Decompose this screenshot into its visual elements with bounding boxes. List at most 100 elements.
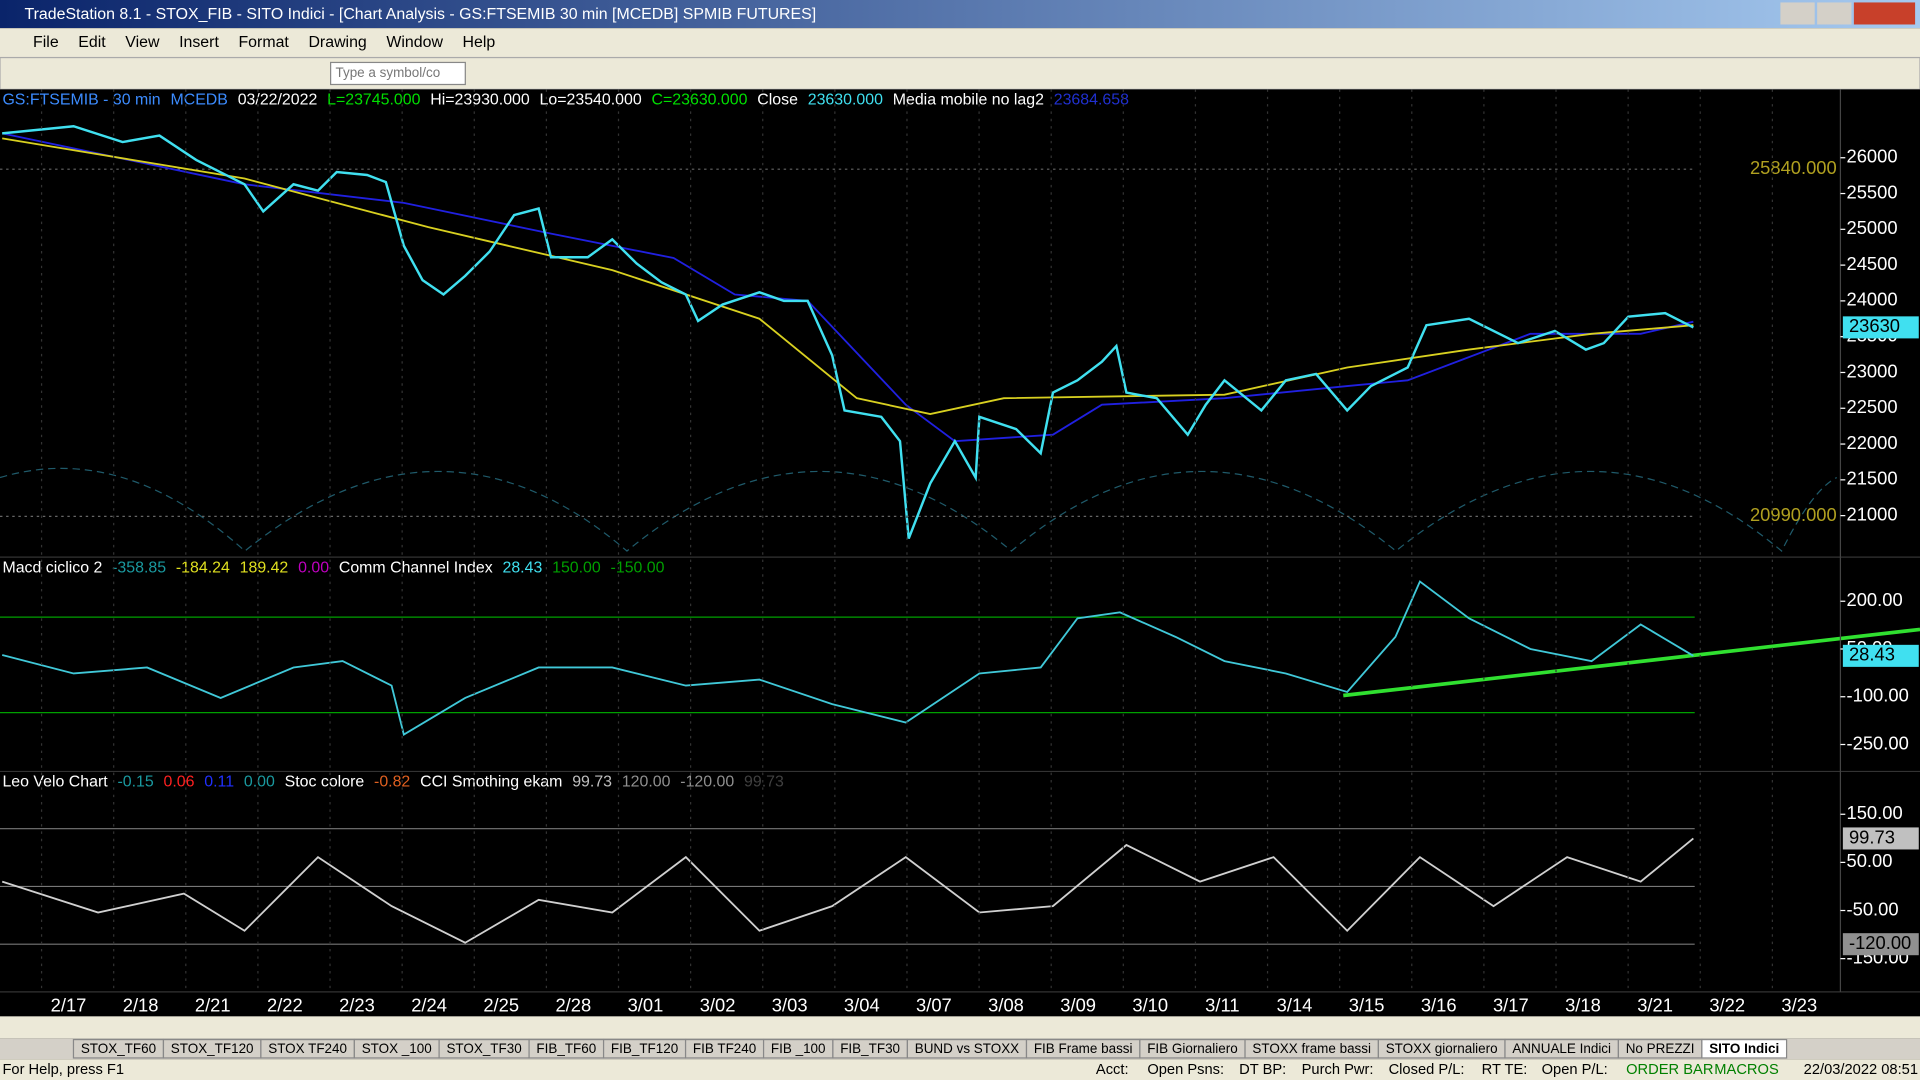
pane-header-text: Lo=23540.000 <box>540 92 642 109</box>
y-tick-label: 23000 <box>1847 360 1898 381</box>
pane-header-text: Hi=23930.000 <box>430 92 530 109</box>
x-tick-label: 2/23 <box>339 994 375 1015</box>
x-tick-label: 3/08 <box>988 994 1024 1015</box>
x-tick-label: 3/22 <box>1709 994 1745 1015</box>
y-tick-label: -250.00 <box>1847 732 1909 753</box>
status-text: For Help, press F1 <box>2 1062 124 1078</box>
pane-header-text: -120.00 <box>680 774 734 791</box>
series-line <box>1 837 1694 944</box>
y-tick-label: 25500 <box>1847 181 1898 202</box>
sheet-tab-label: FIB_TF60 <box>536 1041 596 1056</box>
status-text: Open Psns: <box>1147 1062 1224 1078</box>
pane-header-text: Comm Channel Index <box>339 559 493 576</box>
sheet-tab-label: FIB_TF30 <box>840 1041 900 1056</box>
menu-item[interactable]: Insert <box>179 34 219 51</box>
level-label: 25840.000 <box>1750 157 1837 178</box>
status-bar <box>0 1059 1920 1080</box>
y-tick-label: 25000 <box>1847 217 1898 238</box>
menu-item[interactable]: Edit <box>78 34 106 51</box>
pane-header-text: 28.43 <box>502 559 542 576</box>
menu-item[interactable]: View <box>125 34 160 51</box>
sheet-tab-label: STOXX giornaliero <box>1386 1041 1498 1056</box>
pane-header-text: 0.06 <box>164 774 195 791</box>
y-tick-label: 150.00 <box>1847 802 1903 823</box>
status-text: MACROS <box>1714 1062 1779 1078</box>
trend-line <box>1343 627 1920 698</box>
y-tick-label: 26000 <box>1847 146 1898 167</box>
maximize-button[interactable] <box>1817 2 1852 25</box>
y-tick-label: -50.00 <box>1847 898 1899 919</box>
pane-header-text: -0.82 <box>374 774 410 791</box>
x-tick-label: 2/17 <box>51 994 87 1015</box>
x-tick-label: 3/10 <box>1132 994 1168 1015</box>
status-text: Closed P/L: <box>1389 1062 1465 1078</box>
pane-header-text: Leo Velo Chart <box>2 774 108 791</box>
close-button[interactable] <box>1853 2 1916 25</box>
menu-item[interactable]: Help <box>463 34 496 51</box>
sheet-tab-label: STOX_TF30 <box>446 1041 521 1056</box>
x-tick-label: 2/25 <box>483 994 519 1015</box>
pane-header-text: GS:FTSEMIB - 30 min <box>2 92 160 109</box>
y-tick-label: 24000 <box>1847 289 1898 310</box>
minimize-button[interactable] <box>1780 2 1815 25</box>
pane-header-text: -0.15 <box>117 774 153 791</box>
menu-item[interactable]: Window <box>386 34 443 51</box>
pane-header-text: Close <box>757 92 798 109</box>
sheet-tab-label: STOXX frame bassi <box>1252 1041 1371 1056</box>
y-tick-label: 50.00 <box>1847 850 1893 871</box>
sheet-tab[interactable] <box>1701 1038 1788 1059</box>
last-value-label: -120.00 <box>1849 932 1911 953</box>
x-tick-label: 3/02 <box>700 994 736 1015</box>
pane-header-text: L=23745.000 <box>327 92 420 109</box>
pane-header-text: -184.24 <box>176 559 230 576</box>
last-value-box <box>1842 933 1919 956</box>
symbol-box[interactable] <box>330 61 466 86</box>
pane-header-text: 99.73 <box>572 774 612 791</box>
last-value-box <box>1842 644 1919 667</box>
sheet-tab-label: No PREZZI <box>1626 1041 1695 1056</box>
pane-header-text: MCEDB <box>170 92 227 109</box>
sheet-tab-label: FIB _100 <box>771 1041 826 1056</box>
cycle-arcs <box>0 467 1838 552</box>
sheet-tab-label: STOX TF240 <box>268 1041 347 1056</box>
x-tick-label: 3/21 <box>1637 994 1673 1015</box>
status-text: ORDER BAR <box>1626 1062 1713 1078</box>
pane-header-text: 0.11 <box>204 774 234 791</box>
sheet-tab-label: ANNUALE Indici <box>1512 1041 1611 1056</box>
x-tick-label: 2/21 <box>195 994 231 1015</box>
last-value-box <box>1842 316 1919 339</box>
sheet-tab-label: SITO Indici <box>1709 1041 1779 1056</box>
window-title: TradeStation 8.1 - STOX_FIB - SITO Indic… <box>24 6 816 23</box>
symbol-placeholder: Type a symbol/co <box>336 65 441 80</box>
status-text: Purch Pwr: <box>1302 1062 1374 1078</box>
menu-item[interactable]: Drawing <box>308 34 366 51</box>
pane-header-text: 189.42 <box>240 559 289 576</box>
pane-header-text: -150.00 <box>611 559 665 576</box>
menu-bar <box>0 28 1920 58</box>
title-bar <box>0 0 1920 29</box>
pane-header-text: Media mobile no lag2 <box>893 92 1044 109</box>
y-tick-label: 21000 <box>1847 503 1898 524</box>
pane-header-text: C=23630.000 <box>652 92 748 109</box>
sheet-tab-label: FIB_TF120 <box>611 1041 678 1056</box>
menu-item[interactable]: File <box>33 34 59 51</box>
x-tick-label: 3/17 <box>1493 994 1529 1015</box>
series-line <box>2 137 1694 415</box>
pane-header-text: 150.00 <box>552 559 601 576</box>
pane-header-text: 120.00 <box>622 774 671 791</box>
y-tick-label: 21500 <box>1847 468 1898 489</box>
x-tick-label: 2/24 <box>411 994 447 1015</box>
toolbar <box>0 56 1920 90</box>
pane-header-text: 99.73 <box>744 774 784 791</box>
x-tick-label: 3/04 <box>844 994 880 1015</box>
chart-area <box>0 89 1920 1017</box>
menu-item[interactable]: Format <box>238 34 289 51</box>
pane-header-text: Macd ciclico 2 <box>2 559 102 576</box>
scrollbar[interactable] <box>0 1016 1920 1039</box>
pane-header-text: Stoc colore <box>285 774 365 791</box>
x-tick-label: 2/18 <box>123 994 159 1015</box>
pane-header-text: CCI Smothing ekam <box>420 774 562 791</box>
x-tick-label: 3/18 <box>1565 994 1601 1015</box>
sheet-tab-label: STOX _100 <box>362 1041 432 1056</box>
